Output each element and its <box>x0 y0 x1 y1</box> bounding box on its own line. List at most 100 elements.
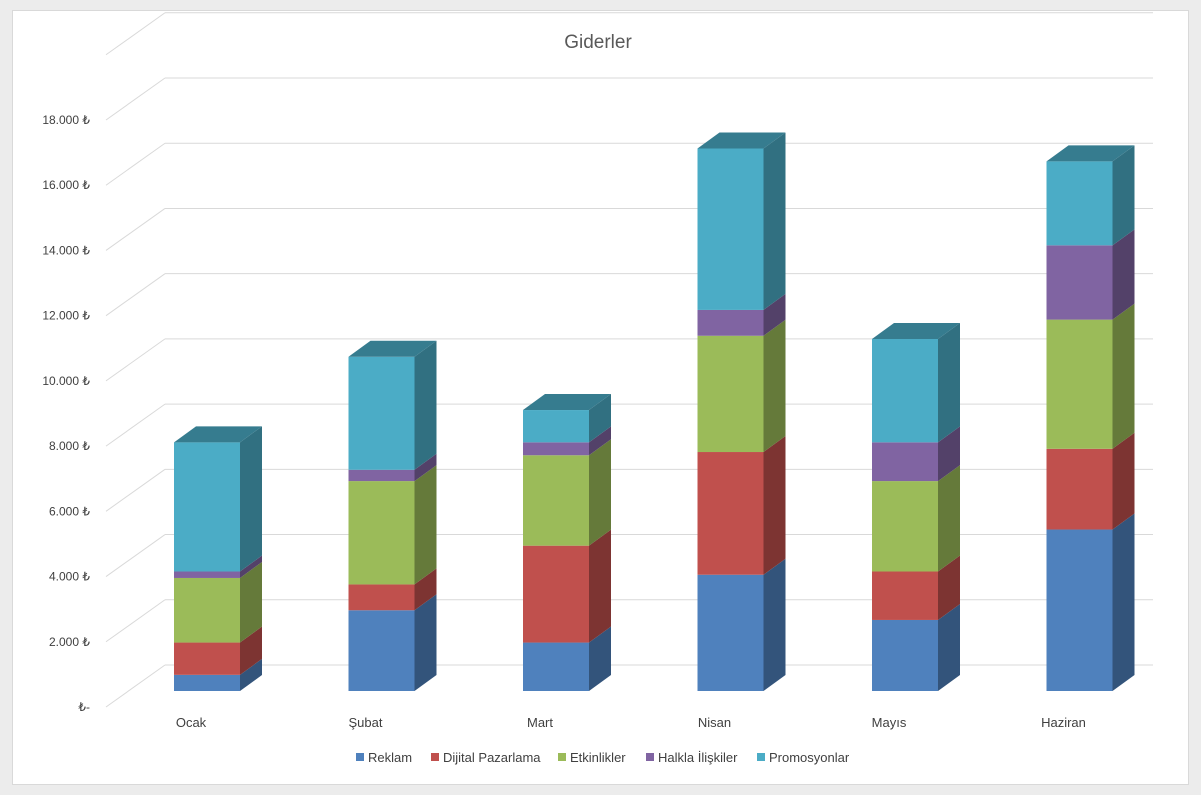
legend-label: Halkla İlişkiler <box>658 750 738 765</box>
legend-item: Promosyonlar <box>757 750 850 765</box>
bar-stack <box>523 394 611 691</box>
y-tick-label: 2.000 ₺ <box>49 635 90 649</box>
legend-label: Etkinlikler <box>570 750 626 765</box>
gridline-depth <box>105 338 166 382</box>
y-tick-label: ₺- <box>78 700 90 714</box>
bar-segment <box>174 571 240 578</box>
bar-segment <box>348 356 415 470</box>
bar-segment-side <box>763 436 786 575</box>
bar-segment-side <box>763 132 786 310</box>
bar-segment-side <box>414 568 437 611</box>
y-tick-label: 8.000 ₺ <box>49 439 90 453</box>
gridline-depth <box>105 12 166 56</box>
legend-item: Dijital Pazarlama <box>431 750 541 765</box>
bar-segment-side <box>763 558 786 691</box>
legend-item: Reklam <box>356 750 412 765</box>
bar-stack <box>872 322 960 691</box>
gridline-depth <box>105 208 166 251</box>
bar-segment <box>872 442 938 482</box>
bar-segment <box>523 442 589 456</box>
bar-segment <box>697 309 764 336</box>
legend-label: Promosyonlar <box>769 750 850 765</box>
legend-swatch <box>558 753 566 761</box>
gridline-depth <box>105 77 166 121</box>
legend-swatch <box>356 753 364 761</box>
gridline-depth <box>105 664 166 708</box>
bar-stack <box>1046 145 1135 691</box>
gridline-depth <box>105 403 166 447</box>
bar-segment <box>348 584 415 611</box>
x-category-label: Haziran <box>1041 715 1086 730</box>
y-tick-label: 14.000 ₺ <box>42 243 90 257</box>
bar-segment <box>523 410 589 443</box>
bar-segment-side <box>938 426 960 482</box>
bar-segment <box>872 338 938 443</box>
x-category-label: Mayıs <box>872 715 907 730</box>
bar-segment <box>348 610 415 691</box>
y-tick-label: 10.000 ₺ <box>42 374 90 388</box>
y-tick-label: 18.000 ₺ <box>42 113 90 127</box>
gridline-depth <box>105 468 166 512</box>
chart-title: Giderler <box>564 32 632 53</box>
bar-stack <box>174 426 262 691</box>
bar-segment <box>697 148 764 310</box>
bar-segment <box>1046 161 1113 246</box>
bar-segment-side <box>938 465 960 572</box>
bar-segment-side <box>1112 303 1135 449</box>
bar-segment <box>1046 448 1113 530</box>
legend-item: Halkla İlişkiler <box>646 750 738 765</box>
bar-segment-side <box>414 453 437 482</box>
gridlines <box>105 12 1153 708</box>
bar-segment-side <box>240 658 262 691</box>
bar-segment-side <box>589 529 611 643</box>
x-category-label: Nisan <box>698 715 731 730</box>
bar-stack <box>697 132 786 691</box>
bar-segment-side <box>1112 432 1135 530</box>
bar-segment-side <box>763 293 786 336</box>
bar-segment <box>174 642 240 675</box>
gridline-depth <box>105 599 166 643</box>
bar-segment-side <box>1112 229 1135 320</box>
x-category-label: Şubat <box>349 715 383 730</box>
bar-segment <box>174 674 240 691</box>
bar-segment <box>1046 529 1113 691</box>
legend-swatch <box>431 753 439 761</box>
bar-segment <box>872 571 938 620</box>
bar-segment-side <box>240 426 262 572</box>
bar-segment <box>348 469 415 482</box>
gridline-depth <box>105 534 166 577</box>
x-category-label: Mart <box>527 715 553 730</box>
bar-segment-side <box>414 594 437 691</box>
bar-stack <box>348 340 437 691</box>
y-tick-label: 12.000 ₺ <box>42 309 90 323</box>
bar-segment-side <box>240 555 262 578</box>
bar-segment-side <box>240 561 262 643</box>
legend-label: Reklam <box>368 750 412 765</box>
legend-item: Etkinlikler <box>558 750 626 765</box>
bar-segment <box>1046 319 1113 449</box>
bar-top <box>174 426 262 443</box>
bar-segment-side <box>938 555 960 620</box>
bar-segment-side <box>589 626 611 691</box>
y-tick-label: 4.000 ₺ <box>49 570 90 584</box>
y-tick-label: 16.000 ₺ <box>42 178 90 192</box>
gridline-depth <box>105 142 166 186</box>
bar-segment-side <box>589 394 611 443</box>
y-tick-label: 6.000 ₺ <box>49 504 90 518</box>
bar-segment-side <box>240 626 262 675</box>
bar-segment <box>174 442 240 572</box>
bar-segment <box>872 481 938 572</box>
bar-segment <box>523 545 589 643</box>
legend-swatch <box>757 753 765 761</box>
bar-segment-side <box>414 340 437 470</box>
bar-top <box>697 132 786 149</box>
y-axis-ticks: ₺- 2.000 ₺ 4.000 ₺ 6.000 ₺ 8.000 ₺ 10.000 ₺ 12… <box>42 113 90 714</box>
bar-segment-side <box>414 465 437 585</box>
legend-swatch <box>646 753 654 761</box>
bar-top <box>1046 145 1135 162</box>
bar-segment <box>697 335 764 453</box>
bar-segment <box>348 481 415 585</box>
bar-segment-side <box>938 603 960 691</box>
bar-segment <box>523 642 589 691</box>
